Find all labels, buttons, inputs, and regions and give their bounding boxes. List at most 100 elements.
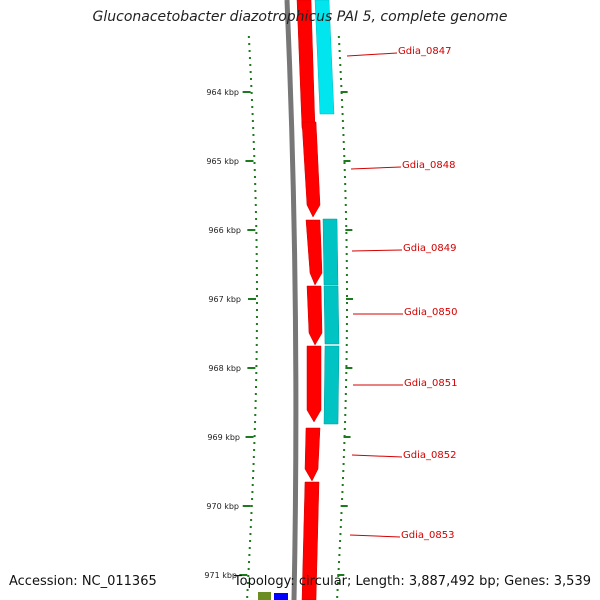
genome-summary-text: Topology: circular; Length: 3,887,492 bp… bbox=[233, 574, 591, 589]
outer-tick-track bbox=[336, 36, 353, 598]
tick-mark bbox=[255, 274, 258, 276]
gene-label: Gdia_0849 bbox=[403, 243, 457, 254]
tick-mark bbox=[338, 43, 341, 45]
major-tick-mark bbox=[247, 229, 256, 231]
major-tick-mark bbox=[345, 367, 353, 369]
bottom-feature-olive bbox=[258, 592, 271, 600]
reverse-cds-track bbox=[314, 0, 340, 425]
forward-cds-feature bbox=[301, 121, 321, 218]
tick-mark bbox=[345, 295, 348, 297]
tick-mark bbox=[253, 155, 256, 157]
tick-mark bbox=[254, 414, 257, 416]
accession-text: Accession: NC_011365 bbox=[9, 574, 157, 589]
tick-mark bbox=[255, 358, 258, 360]
tick-mark bbox=[255, 323, 258, 325]
tick-mark bbox=[255, 386, 258, 388]
tick-mark bbox=[336, 582, 339, 584]
tick-mark bbox=[255, 372, 258, 374]
tick-mark bbox=[254, 211, 257, 213]
major-tick-mark bbox=[242, 91, 251, 93]
tick-mark bbox=[345, 302, 348, 304]
tick-mark bbox=[253, 449, 256, 451]
tick-mark bbox=[339, 64, 342, 66]
tick-mark bbox=[249, 78, 252, 80]
tick-mark bbox=[345, 330, 348, 332]
tick-mark bbox=[255, 288, 258, 290]
tick-mark bbox=[248, 43, 251, 45]
forward-cds-feature bbox=[305, 219, 323, 286]
tick-mark bbox=[345, 344, 348, 346]
tick-mark bbox=[344, 197, 347, 199]
tick-mark bbox=[252, 127, 255, 129]
map-title: Gluconacetobacter diazotrophicus PAI 5, … bbox=[92, 9, 508, 25]
major-tick-mark bbox=[340, 505, 348, 507]
tick-mark bbox=[252, 456, 255, 458]
tick-mark bbox=[252, 463, 255, 465]
tick-mark bbox=[341, 491, 344, 493]
tick-mark bbox=[337, 568, 340, 570]
tick-mark bbox=[345, 225, 348, 227]
tick-mark bbox=[255, 302, 258, 304]
tick-mark bbox=[343, 155, 346, 157]
tick-mark bbox=[255, 281, 258, 283]
tick-mark bbox=[255, 253, 258, 255]
reverse-cds-feature bbox=[322, 218, 339, 286]
tick-mark bbox=[253, 442, 256, 444]
scale-label: 967 kbp bbox=[208, 295, 241, 304]
tick-mark bbox=[255, 344, 258, 346]
tick-mark bbox=[255, 316, 258, 318]
tick-mark bbox=[338, 561, 341, 563]
tick-mark bbox=[255, 218, 258, 220]
tick-mark bbox=[339, 526, 342, 528]
tick-mark bbox=[342, 470, 345, 472]
tick-mark bbox=[345, 386, 348, 388]
tick-mark bbox=[343, 176, 346, 178]
tick-mark bbox=[254, 197, 257, 199]
inner-tick-track bbox=[239, 36, 258, 598]
tick-mark bbox=[252, 470, 255, 472]
tick-mark bbox=[345, 316, 348, 318]
major-tick-mark bbox=[245, 436, 254, 438]
tick-mark bbox=[339, 78, 342, 80]
tick-mark bbox=[345, 358, 348, 360]
tick-mark bbox=[255, 239, 258, 241]
major-tick-mark bbox=[247, 367, 256, 369]
reverse-cds-feature bbox=[323, 285, 340, 345]
tick-mark bbox=[345, 246, 348, 248]
tick-mark bbox=[344, 211, 347, 213]
tick-mark bbox=[345, 232, 348, 234]
major-tick-mark bbox=[242, 505, 251, 507]
tick-mark bbox=[340, 519, 343, 521]
tick-mark bbox=[344, 400, 347, 402]
tick-mark bbox=[249, 526, 252, 528]
tick-mark bbox=[338, 57, 341, 59]
tick-mark bbox=[250, 519, 253, 521]
tick-mark bbox=[345, 372, 348, 374]
tick-mark bbox=[340, 512, 343, 514]
major-tick-mark bbox=[337, 574, 345, 576]
tick-mark bbox=[252, 477, 255, 479]
tick-mark bbox=[345, 379, 348, 381]
tick-mark bbox=[252, 134, 255, 136]
tick-mark bbox=[246, 589, 249, 591]
tick-mark bbox=[339, 540, 342, 542]
tick-mark bbox=[251, 491, 254, 493]
gene-label: Gdia_0851 bbox=[404, 378, 458, 389]
tick-mark bbox=[248, 554, 251, 556]
tick-mark bbox=[345, 351, 348, 353]
tick-mark bbox=[341, 120, 344, 122]
tick-mark bbox=[249, 540, 252, 542]
tick-mark bbox=[344, 204, 347, 206]
tick-mark bbox=[344, 183, 347, 185]
forward-cds-track bbox=[296, 0, 323, 600]
tick-mark bbox=[254, 183, 257, 185]
gene-label: Gdia_0853 bbox=[401, 530, 455, 541]
tick-mark bbox=[252, 141, 255, 143]
tick-mark bbox=[338, 554, 341, 556]
reverse-cds-feature bbox=[314, 0, 335, 115]
tick-mark bbox=[345, 365, 348, 367]
tick-mark bbox=[247, 36, 250, 38]
tick-mark bbox=[250, 99, 253, 101]
forward-cds-feature bbox=[301, 481, 320, 600]
